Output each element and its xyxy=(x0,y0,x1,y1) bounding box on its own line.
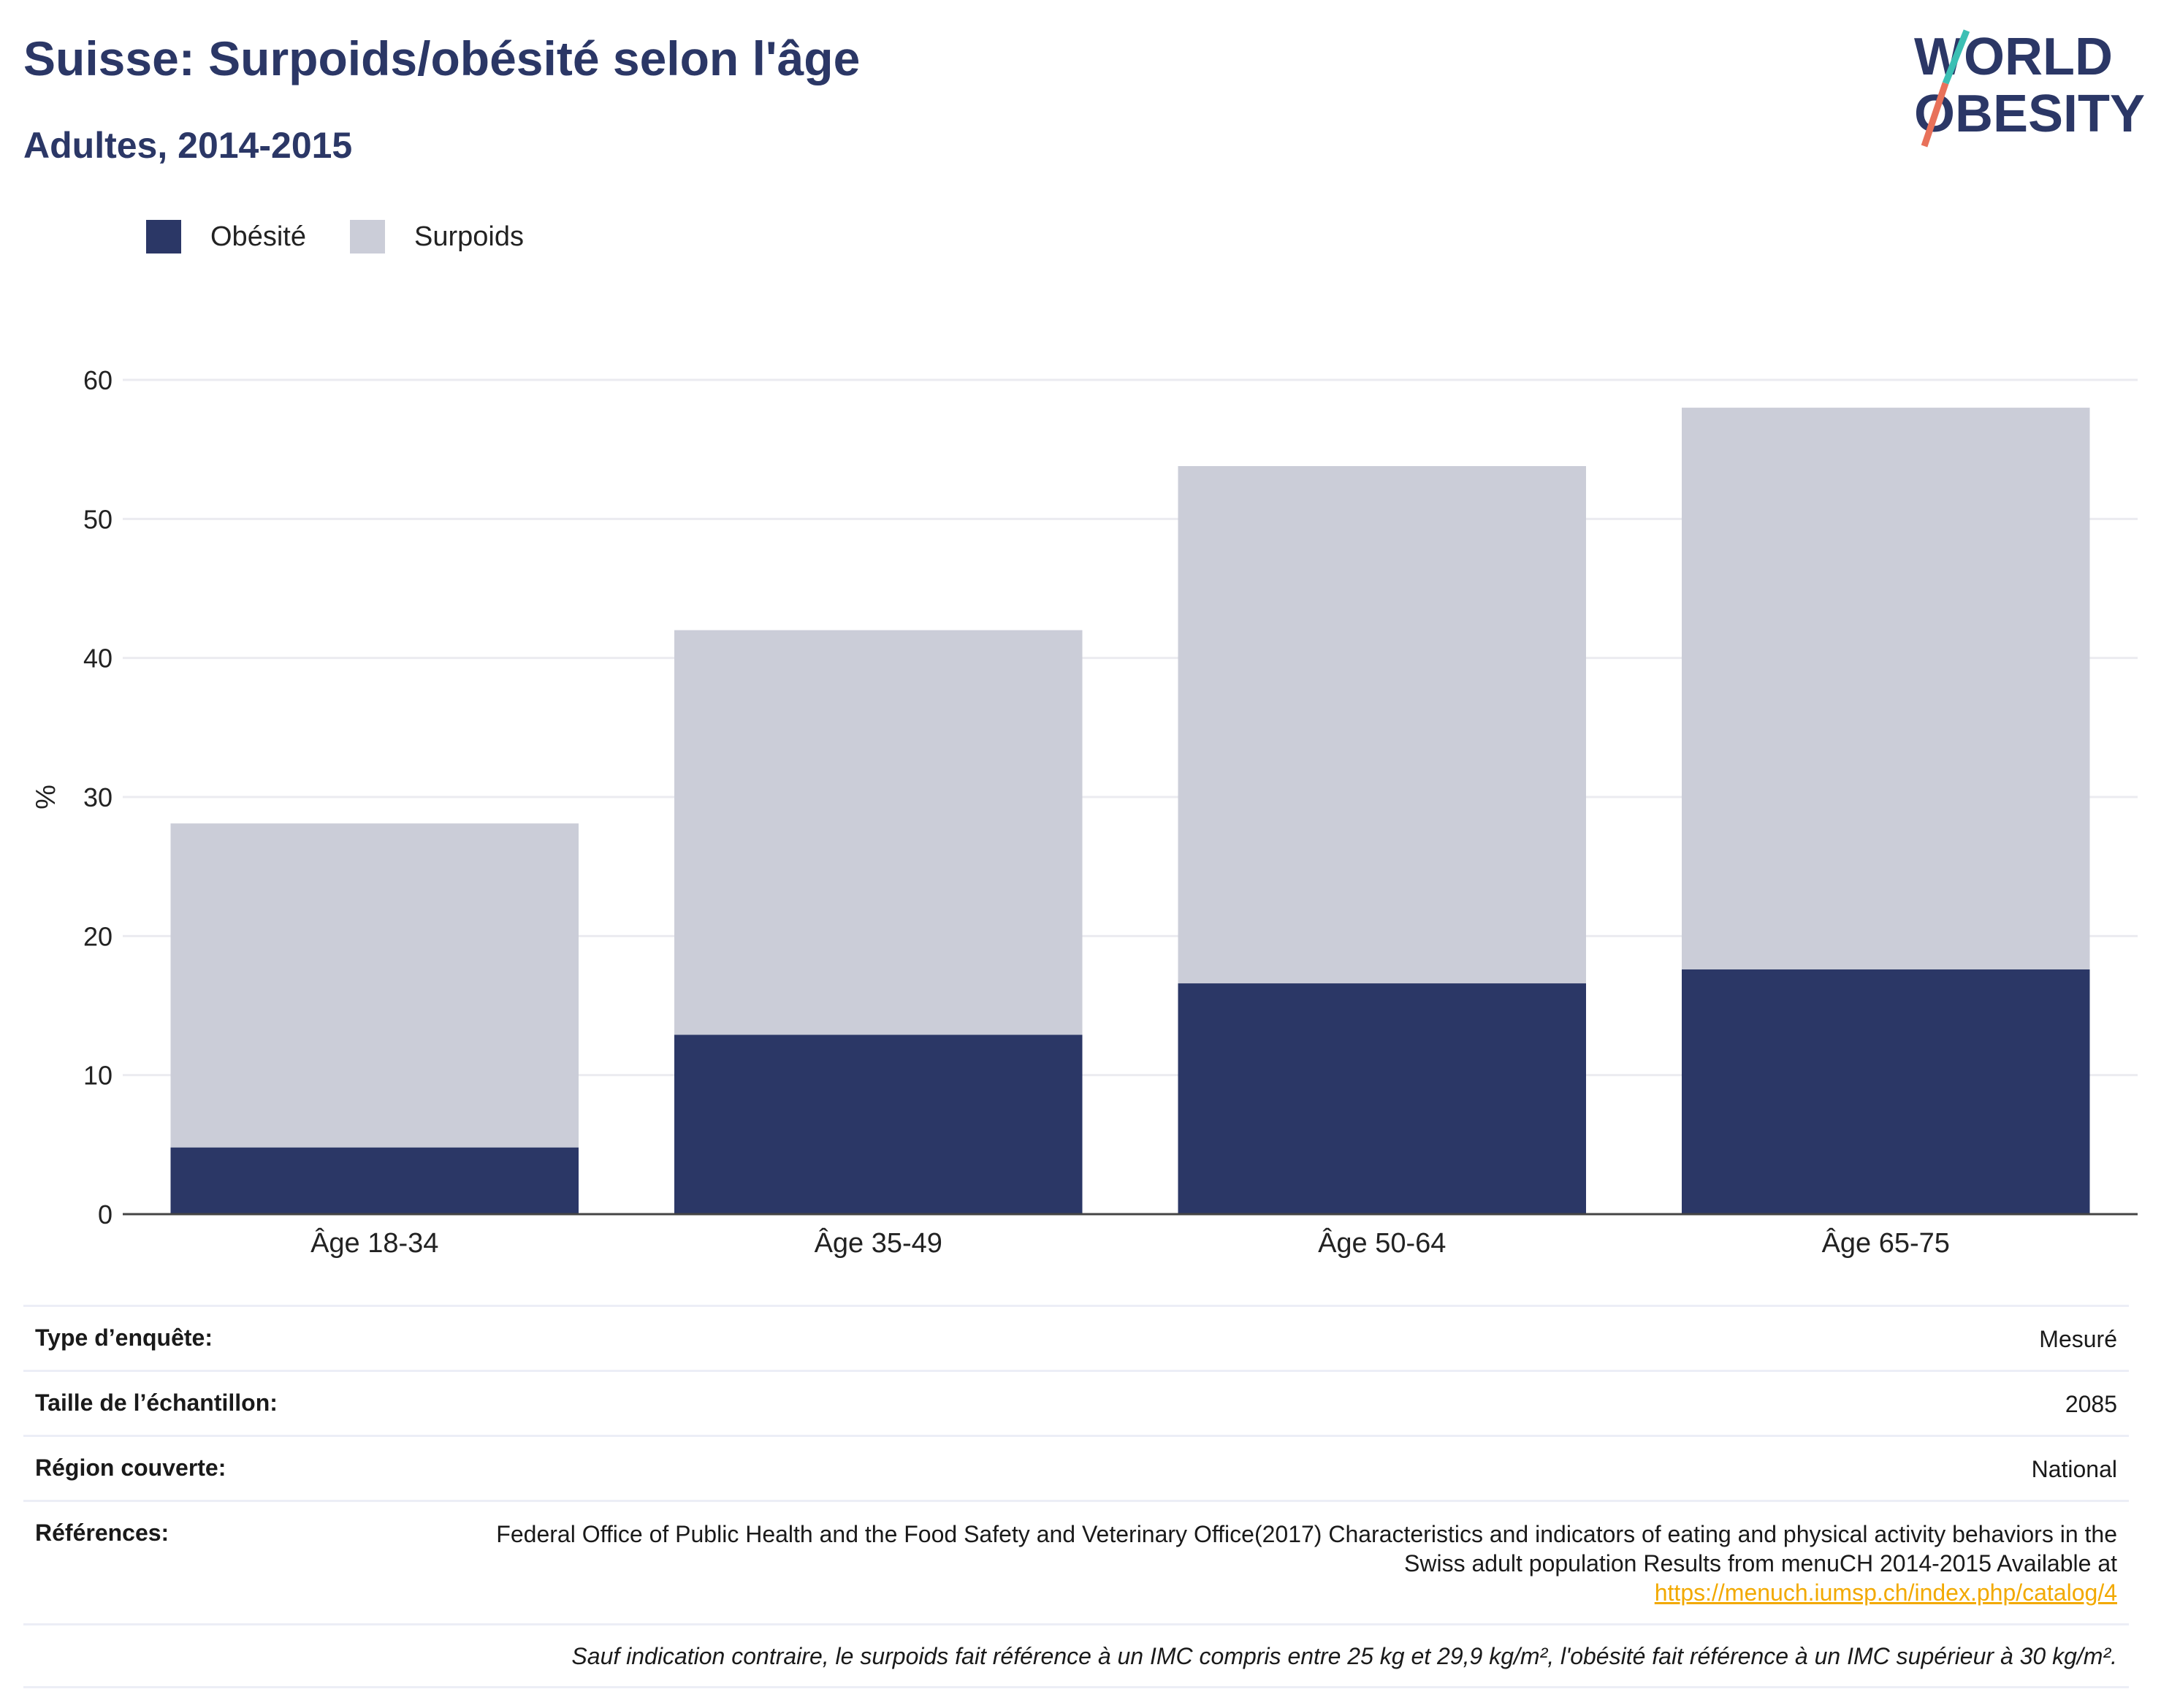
legend-label-surpoids: Surpoids xyxy=(413,221,524,252)
info-key: Type d’enquête: xyxy=(35,1324,213,1351)
bar-obesite xyxy=(1178,983,1586,1214)
logo-line1: WORLD xyxy=(1914,28,2113,86)
y-tick-label: 0 xyxy=(98,1200,113,1229)
logo-slash-coral xyxy=(1921,82,1949,148)
x-tick-label: Âge 18-34 xyxy=(310,1227,438,1259)
legend-swatch-surpoids xyxy=(349,220,385,253)
legend-swatch-obesite xyxy=(146,220,181,253)
logo-line2: OBESITY xyxy=(1914,85,2145,143)
info-row-sample-size: Taille de l’échantillon: 2085 xyxy=(23,1370,2129,1435)
info-key: Taille de l’échantillon: xyxy=(35,1389,278,1416)
info-key: Région couverte: xyxy=(35,1455,226,1481)
bar-surpoids xyxy=(1178,466,1586,984)
chart-legend: Obésité Surpoids xyxy=(146,216,568,257)
bar-surpoids xyxy=(1682,408,2090,970)
page-subtitle: Adultes, 2014-2015 xyxy=(23,125,353,166)
info-key: Références: xyxy=(35,1520,169,1546)
info-row-references: Références: Federal Office of Public Hea… xyxy=(23,1500,2129,1623)
info-table: Type d’enquête: Mesuré Taille de l’échan… xyxy=(23,1305,2129,1688)
y-tick-label: 50 xyxy=(83,504,113,534)
y-tick-label: 10 xyxy=(83,1061,113,1091)
x-tick-label: Âge 65-75 xyxy=(1822,1227,1950,1259)
info-value: 2085 xyxy=(2065,1391,2117,1417)
bar-obesite xyxy=(170,1147,579,1214)
bar-surpoids xyxy=(170,823,579,1148)
y-tick-label: 60 xyxy=(83,365,113,395)
note-text: Sauf indication contraire, le surpoids f… xyxy=(571,1643,2117,1669)
y-tick-label: 40 xyxy=(83,644,113,674)
stacked-bar-chart: 0 10 20 30 40 50 60% Âge 18-34 Âge 35-49 Âge 50-6… xyxy=(31,365,2138,1259)
legend-label-obesite: Obésité xyxy=(210,221,306,252)
x-tick-label: Âge 50-64 xyxy=(1318,1227,1446,1259)
definition-note: Sauf indication contraire, le surpoids f… xyxy=(23,1623,2129,1688)
reference-text: Federal Office of Public Health and the … xyxy=(496,1521,2117,1577)
info-value: Mesuré xyxy=(2039,1326,2117,1352)
page-title: Suisse: Surpoids/obésité selon l'âge xyxy=(23,31,861,85)
info-value: Federal Office of Public Health and the … xyxy=(437,1520,2117,1607)
bar-surpoids xyxy=(674,630,1083,1035)
info-value: National xyxy=(2031,1456,2117,1482)
bar-obesite xyxy=(674,1034,1083,1214)
bar-obesite xyxy=(1682,969,2090,1214)
logo-slash-teal xyxy=(1942,29,1970,85)
y-tick-label: 20 xyxy=(83,921,113,951)
reference-link[interactable]: https://menuch.iumsp.ch/index.php/catalo… xyxy=(1654,1579,2117,1606)
info-row-region: Région couverte: National xyxy=(23,1435,2129,1500)
x-tick-label: Âge 35-49 xyxy=(815,1227,942,1259)
y-tick-label: 30 xyxy=(83,782,113,812)
world-obesity-logo: WORLD OBESITY xyxy=(1914,28,2145,148)
info-row-survey-type: Type d’enquête: Mesuré xyxy=(23,1305,2129,1370)
y-axis-label: % xyxy=(31,785,61,809)
